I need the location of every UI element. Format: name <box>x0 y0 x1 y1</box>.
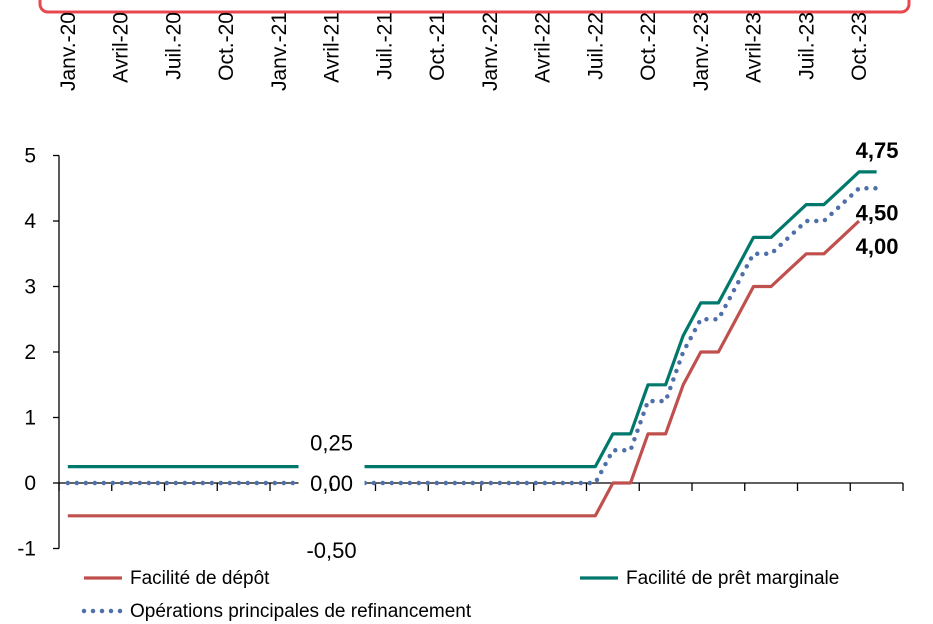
x-month-label: Juil.-22 <box>584 12 607 80</box>
x-month-label: Juil.-21 <box>373 12 396 80</box>
x-month-label: Oct.-21 <box>426 12 449 81</box>
legend-label: Facilité de prêt marginale <box>626 568 839 589</box>
y-tick-label: 2 <box>24 341 36 364</box>
y-tick-label: 4 <box>24 210 36 233</box>
x-month-label: Avril-21 <box>321 12 344 83</box>
y-tick-label: 0 <box>24 472 36 495</box>
x-month-label: Oct.-23 <box>848 12 871 81</box>
x-month-label: Janv.-20 <box>57 12 80 91</box>
y-tick-label: 5 <box>24 145 36 168</box>
rate-label: 0,25 <box>310 431 353 456</box>
rate-label: 4,75 <box>856 138 899 163</box>
x-month-label: Juil.-23 <box>795 12 818 80</box>
legend-label: Opérations principales de refinancement <box>130 601 472 622</box>
legend-label: Facilité de dépôt <box>130 568 270 589</box>
label-backdrop <box>298 462 365 471</box>
mro-line <box>65 186 879 486</box>
x-month-label: Oct.-20 <box>215 12 238 81</box>
x-month-label: Janv.-23 <box>690 12 713 91</box>
rate-label: 4,50 <box>856 200 899 225</box>
x-month-label: Janv.-22 <box>479 12 502 91</box>
rate-label: 4,00 <box>856 234 899 259</box>
y-tick-label: 3 <box>24 276 36 299</box>
deposit-facility-line <box>67 219 861 518</box>
x-month-label: Avril-22 <box>532 12 555 83</box>
x-month-label: Juil.-20 <box>162 12 185 80</box>
y-tick-label: -1 <box>17 538 36 561</box>
x-month-label: Janv.-21 <box>268 12 291 91</box>
marginal-lending-line <box>67 170 877 469</box>
x-month-label: Avril-23 <box>743 12 766 83</box>
x-month-label: Avril-20 <box>110 12 133 83</box>
top-banner <box>38 0 911 14</box>
rate-label: -0,50 <box>306 538 356 563</box>
x-month-label: Oct.-22 <box>637 12 660 81</box>
y-tick-label: 1 <box>24 407 36 430</box>
